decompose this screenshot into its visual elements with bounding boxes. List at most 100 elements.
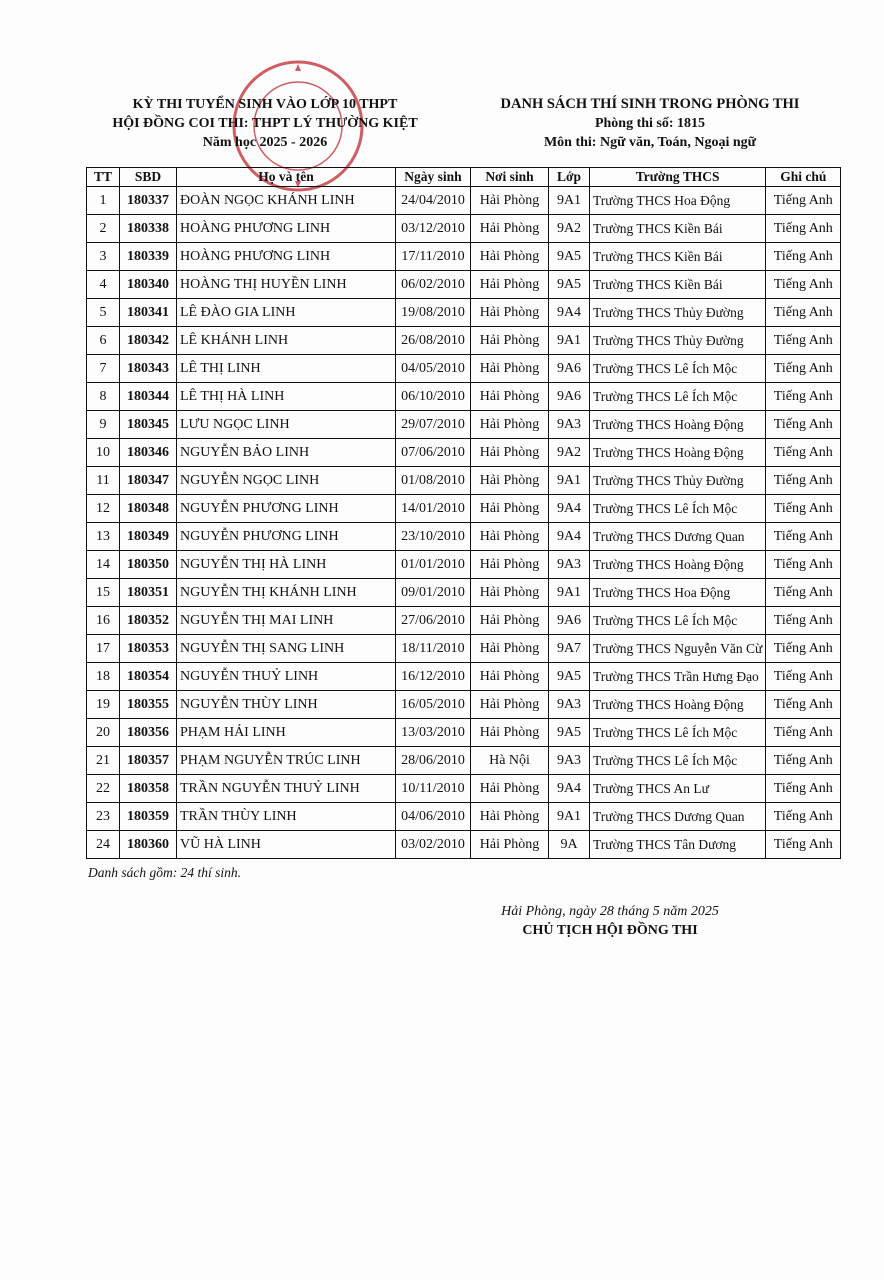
cell-name: NGUYỄN THỊ HÀ LINH <box>176 550 396 579</box>
table-row: 3 180339 HOÀNG PHƯƠNG LINH 17/11/2010 Hải Ph… <box>86 242 842 271</box>
col-sbd: SBD <box>119 167 177 187</box>
cell-note: Tiếng Anh <box>765 774 842 803</box>
candidate-table: TT SBD Họ và tên Ngày sinh Nơi sinh Lớp … <box>86 167 842 859</box>
cell-note: Tiếng Anh <box>765 634 842 663</box>
cell-sbd: 180347 <box>119 466 177 495</box>
cell-name: NGUYỄN THUỶ LINH <box>176 662 396 691</box>
cell-dob: 16/05/2010 <box>395 690 471 719</box>
cell-birthplace: Hải Phòng <box>470 438 549 467</box>
table-row: 7 180343 LÊ THỊ LINH 04/05/2010 Hải Phòng 9A6… <box>86 354 842 383</box>
table-row: 13 180349 NGUYỄN PHƯƠNG LINH 23/10/2010 Hải … <box>86 522 842 551</box>
col-dob: Ngày sinh <box>395 167 471 187</box>
table-row: 21 180357 PHẠM NGUYỄN TRÚC LINH 28/06/2010 H… <box>86 746 842 775</box>
cell-birthplace: Hải Phòng <box>470 830 549 859</box>
cell-note: Tiếng Anh <box>765 214 842 243</box>
cell-class: 9A5 <box>548 718 590 747</box>
cell-school: Trường THCS Hoa Động <box>588 186 767 215</box>
cell-school: Trường THCS Lê Ích Mộc <box>588 718 767 747</box>
cell-school: Trường THCS Tân Dương <box>588 830 767 859</box>
cell-name: NGUYỄN BẢO LINH <box>176 438 396 467</box>
col-note: Ghi chú <box>765 167 842 187</box>
cell-note: Tiếng Anh <box>765 354 842 383</box>
cell-sbd: 180351 <box>119 578 177 607</box>
cell-tt: 19 <box>86 690 120 719</box>
cell-name: TRẦN NGUYỄN THUỶ LINH <box>176 774 396 803</box>
cell-tt: 7 <box>86 354 120 383</box>
cell-class: 9A4 <box>548 494 590 523</box>
cell-class: 9A5 <box>548 662 590 691</box>
cell-dob: 09/01/2010 <box>395 578 471 607</box>
cell-sbd: 180345 <box>119 410 177 439</box>
cell-note: Tiếng Anh <box>765 382 842 411</box>
cell-note: Tiếng Anh <box>765 466 842 495</box>
cell-class: 9A3 <box>548 410 590 439</box>
table-row: 9 180345 LƯU NGỌC LINH 29/07/2010 Hải Phòng 9… <box>86 410 842 439</box>
exam-title: KỲ THI TUYỂN SINH VÀO LỚP 10 THPT <box>132 97 398 112</box>
cell-tt: 8 <box>86 382 120 411</box>
cell-school: Trường THCS Hoàng Động <box>588 550 767 579</box>
cell-birthplace: Hải Phòng <box>470 326 549 355</box>
cell-tt: 21 <box>86 746 120 775</box>
cell-school: Trường THCS Thủy Đường <box>588 326 767 355</box>
exam-council: HỘI ĐỒNG COI THI: THPT LÝ THƯỜNG KIỆT <box>112 116 418 131</box>
table-header-row: TT SBD Họ và tên Ngày sinh Nơi sinh Lớp … <box>86 167 842 187</box>
cell-birthplace: Hải Phòng <box>470 522 549 551</box>
cell-name: NGUYỄN THỊ KHÁNH LINH <box>176 578 396 607</box>
cell-sbd: 180358 <box>119 774 177 803</box>
cell-sbd: 180344 <box>119 382 177 411</box>
cell-note: Tiếng Anh <box>765 522 842 551</box>
cell-birthplace: Hải Phòng <box>470 186 549 215</box>
cell-dob: 17/11/2010 <box>395 242 471 271</box>
cell-birthplace: Hải Phòng <box>470 718 549 747</box>
cell-class: 9A3 <box>548 690 590 719</box>
cell-class: 9A5 <box>548 270 590 299</box>
cell-birthplace: Hải Phòng <box>470 690 549 719</box>
cell-tt: 3 <box>86 242 120 271</box>
cell-birthplace: Hải Phòng <box>470 774 549 803</box>
exam-subjects: Môn thi: Ngữ văn, Toán, Ngoại ngữ <box>543 135 757 150</box>
school-year: Năm học 2025 - 2026 <box>202 135 328 150</box>
table-row: 14 180350 NGUYỄN THỊ HÀ LINH 01/01/2010 Hải … <box>86 550 842 579</box>
cell-class: 9A1 <box>548 466 590 495</box>
cell-note: Tiếng Anh <box>765 186 842 215</box>
exam-council-header: KỲ THI TUYỂN SINH VÀO LỚP 10 THPT HỘI ĐỒ… <box>110 95 420 152</box>
table-row: 6 180342 LÊ KHÁNH LINH 26/08/2010 Hải Phòng 9… <box>86 326 842 355</box>
table-row: 12 180348 NGUYỄN PHƯƠNG LINH 14/01/2010 Hải … <box>86 494 842 523</box>
cell-sbd: 180337 <box>119 186 177 215</box>
cell-dob: 24/04/2010 <box>395 186 471 215</box>
cell-tt: 18 <box>86 662 120 691</box>
cell-name: TRẦN THÙY LINH <box>176 802 396 831</box>
cell-tt: 5 <box>86 298 120 327</box>
cell-note: Tiếng Anh <box>765 242 842 271</box>
cell-note: Tiếng Anh <box>765 578 842 607</box>
cell-dob: 14/01/2010 <box>395 494 471 523</box>
cell-sbd: 180339 <box>119 242 177 271</box>
cell-name: HOÀNG PHƯƠNG LINH <box>176 214 396 243</box>
cell-class: 9A1 <box>548 578 590 607</box>
cell-dob: 13/03/2010 <box>395 718 471 747</box>
cell-dob: 26/08/2010 <box>395 326 471 355</box>
cell-class: 9A6 <box>548 382 590 411</box>
cell-school: Trường THCS Hoàng Động <box>588 410 767 439</box>
cell-dob: 16/12/2010 <box>395 662 471 691</box>
cell-sbd: 180346 <box>119 438 177 467</box>
place-date: Hải Phòng, ngày 28 tháng 5 năm 2025 <box>501 904 719 919</box>
cell-name: LÊ THỊ HÀ LINH <box>176 382 396 411</box>
cell-sbd: 180355 <box>119 690 177 719</box>
cell-dob: 01/08/2010 <box>395 466 471 495</box>
document-title: DANH SÁCH THÍ SINH TRONG PHÒNG THI <box>500 96 800 112</box>
cell-class: 9A7 <box>548 634 590 663</box>
cell-birthplace: Hải Phòng <box>470 354 549 383</box>
cell-dob: 06/02/2010 <box>395 270 471 299</box>
cell-school: Trường THCS Lê Ích Mộc <box>588 354 767 383</box>
cell-school: Trường THCS Lê Ích Mộc <box>588 494 767 523</box>
cell-name: NGUYỄN THỊ SANG LINH <box>176 634 396 663</box>
cell-tt: 16 <box>86 606 120 635</box>
cell-class: 9A6 <box>548 354 590 383</box>
cell-class: 9A2 <box>548 214 590 243</box>
cell-birthplace: Hải Phòng <box>470 494 549 523</box>
table-row: 19 180355 NGUYỄN THÙY LINH 16/05/2010 Hải Ph… <box>86 690 842 719</box>
cell-name: LƯU NGỌC LINH <box>176 410 396 439</box>
cell-school: Trường THCS Dương Quan <box>588 802 767 831</box>
cell-sbd: 180359 <box>119 802 177 831</box>
